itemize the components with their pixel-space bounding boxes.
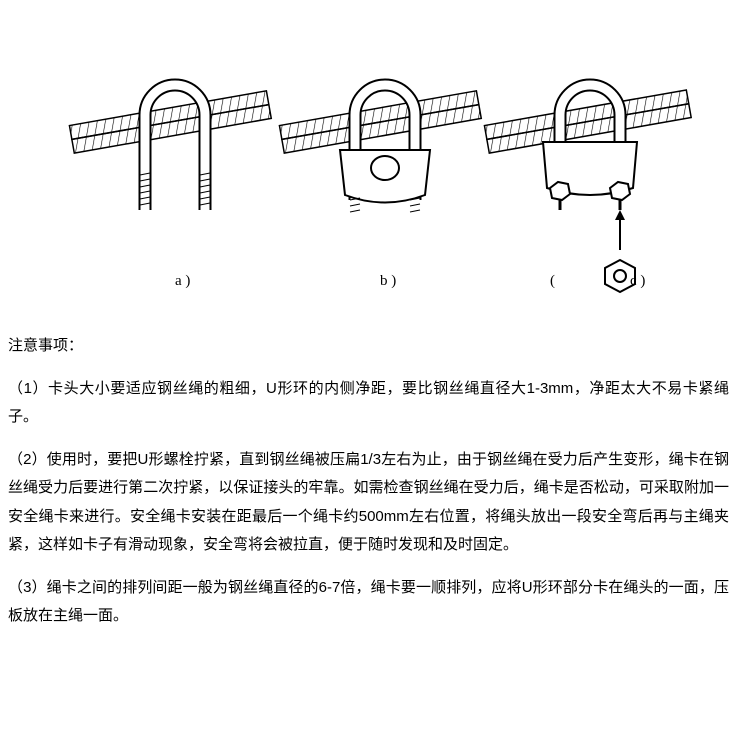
text-area: 注意事项： （1）卡头大小要适应钢丝绳的粗细，U形环的内侧净距，要比钢丝绳直径大… xyxy=(0,332,737,665)
diagram-label-c: c ) xyxy=(630,273,645,289)
diagram-label-a: a ) xyxy=(175,273,190,289)
paragraph-2: （2）使用时，要把U形螺栓拧紧，直到钢丝绳被压扁1/3左右为止，由于钢丝绳在受力… xyxy=(8,446,729,560)
svg-text:(: ( xyxy=(550,273,555,289)
paragraph-1: （1）卡头大小要适应钢丝绳的粗细，U形环的内侧净距，要比钢丝绳直径大1-3mm，… xyxy=(8,375,729,432)
rope-clip-diagram: a ) b ) xyxy=(0,0,737,320)
section-title: 注意事项： xyxy=(8,332,729,361)
diagram-label-b: b ) xyxy=(380,273,396,289)
paragraph-3: （3）绳卡之间的排列间距一般为钢丝绳直径的6-7倍，绳卡要一顺排列，应将U形环部… xyxy=(8,574,729,631)
diagram-area: a ) b ) xyxy=(0,0,737,320)
